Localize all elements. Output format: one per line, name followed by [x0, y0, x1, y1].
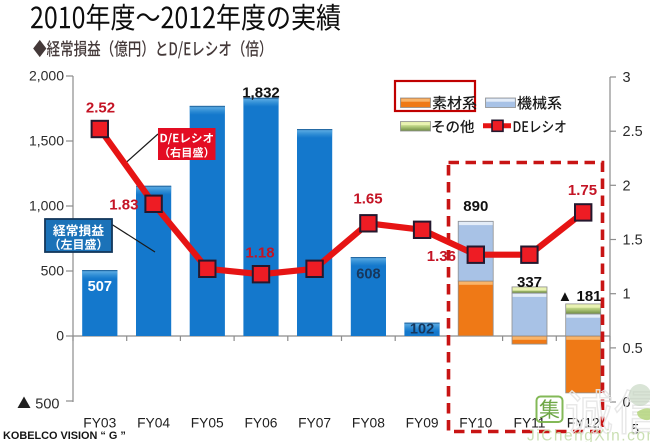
- svg-text:JiChengXin.com: JiChengXin.com: [527, 428, 650, 442]
- svg-text:337: 337: [517, 274, 542, 291]
- svg-text:2: 2: [623, 178, 631, 194]
- svg-text:FY03: FY03: [83, 416, 116, 431]
- svg-text:500: 500: [41, 263, 65, 279]
- svg-text:FY06: FY06: [245, 416, 278, 431]
- svg-text:2,000: 2,000: [29, 68, 64, 84]
- svg-text:FY07: FY07: [298, 416, 331, 431]
- svg-text:500: 500: [35, 397, 59, 413]
- svg-text:1: 1: [623, 287, 631, 303]
- svg-text:3: 3: [623, 70, 631, 86]
- svg-text:0.5: 0.5: [623, 341, 643, 357]
- svg-text:1.5: 1.5: [623, 233, 643, 249]
- svg-text:1,832: 1,832: [242, 85, 280, 102]
- svg-text:1.75: 1.75: [568, 182, 597, 199]
- svg-text:FY04: FY04: [137, 416, 170, 431]
- svg-text:FY08: FY08: [352, 416, 385, 431]
- svg-text:608: 608: [356, 267, 380, 283]
- svg-text:1,000: 1,000: [29, 198, 64, 214]
- svg-text:FY09: FY09: [406, 416, 439, 431]
- svg-text:2.52: 2.52: [86, 100, 115, 117]
- svg-text:▲ 181: ▲ 181: [557, 288, 601, 305]
- svg-text:1.18: 1.18: [245, 245, 274, 262]
- svg-text:KOBELCO VISION “ G ”: KOBELCO VISION “ G ”: [3, 430, 126, 442]
- svg-text:507: 507: [88, 279, 112, 295]
- svg-text:2.5: 2.5: [623, 124, 643, 140]
- svg-text:FY10: FY10: [459, 416, 492, 431]
- svg-text:890: 890: [463, 198, 488, 215]
- svg-text:102: 102: [410, 322, 434, 338]
- svg-text:1.83: 1.83: [109, 197, 138, 214]
- svg-text:5: 5: [631, 422, 639, 438]
- svg-text:1.36: 1.36: [427, 248, 456, 265]
- svg-text:1.65: 1.65: [353, 191, 382, 208]
- svg-text:1,500: 1,500: [29, 133, 64, 149]
- svg-text:0: 0: [56, 328, 64, 344]
- svg-text:FY05: FY05: [191, 416, 224, 431]
